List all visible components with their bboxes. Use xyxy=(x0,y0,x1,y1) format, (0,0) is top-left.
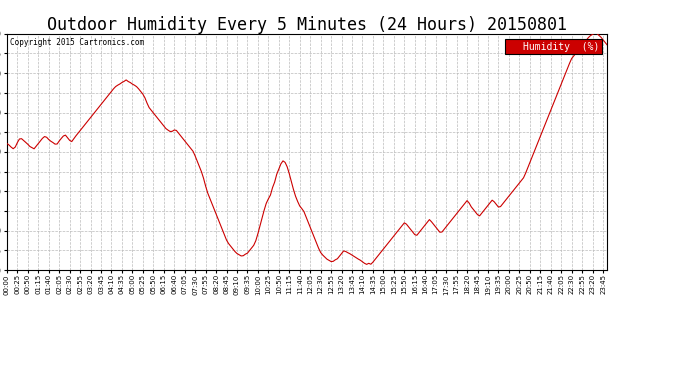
Legend: Humidity  (%): Humidity (%) xyxy=(504,39,602,54)
Text: Copyright 2015 Cartronics.com: Copyright 2015 Cartronics.com xyxy=(10,39,144,48)
Title: Outdoor Humidity Every 5 Minutes (24 Hours) 20150801: Outdoor Humidity Every 5 Minutes (24 Hou… xyxy=(47,16,567,34)
